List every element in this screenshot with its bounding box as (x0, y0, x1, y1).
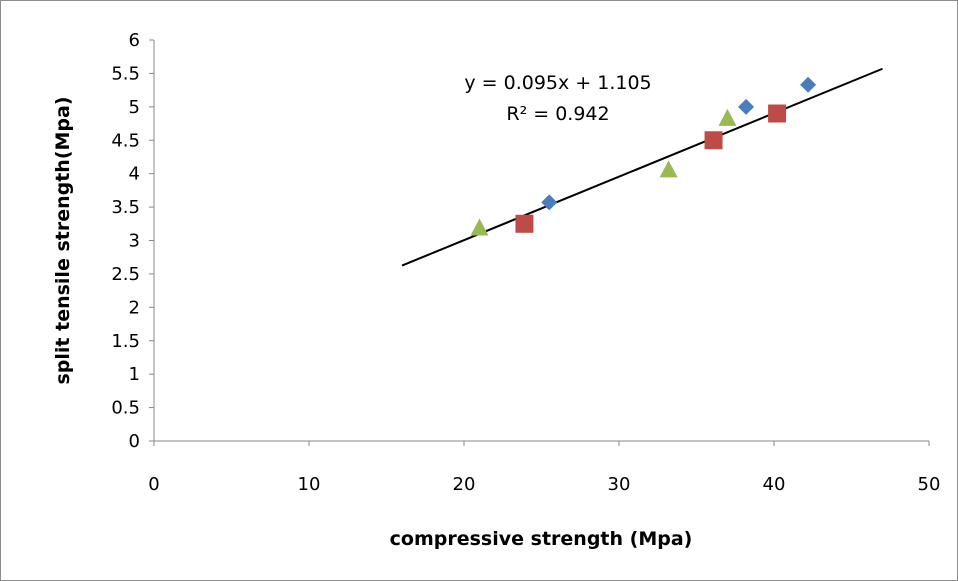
x-tick-label: 40 (763, 474, 786, 495)
y-tick-label: 2 (129, 297, 140, 318)
y-tick-label: 2.5 (111, 264, 140, 285)
y-ticks: 0 0.5 1 1.5 2 2.5 3 3.5 4 4.5 5 5.5 6 (111, 30, 154, 452)
x-tick-label: 0 (148, 474, 159, 495)
square-point (768, 104, 787, 123)
x-tick-label: 50 (918, 474, 941, 495)
y-tick-label: 4.5 (111, 130, 140, 151)
y-tick-label: 0 (129, 431, 140, 452)
y-tick-label: 5.5 (111, 63, 140, 84)
y-tick-label: 3.5 (111, 197, 140, 218)
triangle-point (718, 108, 737, 126)
square-point (704, 131, 723, 150)
data-points (470, 76, 817, 236)
y-tick-label: 1 (129, 364, 140, 385)
y-tick-label: 6 (129, 30, 140, 51)
trendline-r-squared: R² = 0.942 (506, 103, 609, 125)
square-point (515, 214, 534, 233)
trendline (401, 67, 883, 267)
triangle-point (659, 160, 678, 178)
y-axis-title: split tensile strength(Mpa) (52, 96, 74, 384)
x-axis-title: compressive strength (Mpa) (390, 528, 693, 550)
diamond-point (738, 98, 755, 115)
y-tick-label: 3 (129, 231, 140, 252)
y-tick-label: 4 (129, 164, 140, 185)
x-tick-label: 30 (608, 474, 631, 495)
diamond-point (800, 76, 817, 93)
x-tick-label: 10 (298, 474, 321, 495)
x-ticks: 0 10 20 30 40 50 (148, 441, 940, 495)
trendline-group (401, 67, 883, 267)
y-tick-label: 5 (129, 97, 140, 118)
axes (153, 40, 929, 442)
diamond-point (541, 194, 558, 211)
y-tick-label: 0.5 (111, 398, 140, 419)
y-tick-label: 1.5 (111, 331, 140, 352)
x-tick-label: 20 (453, 474, 476, 495)
triangle-point (470, 218, 489, 236)
trendline-equation: y = 0.095x + 1.105 (464, 72, 651, 94)
